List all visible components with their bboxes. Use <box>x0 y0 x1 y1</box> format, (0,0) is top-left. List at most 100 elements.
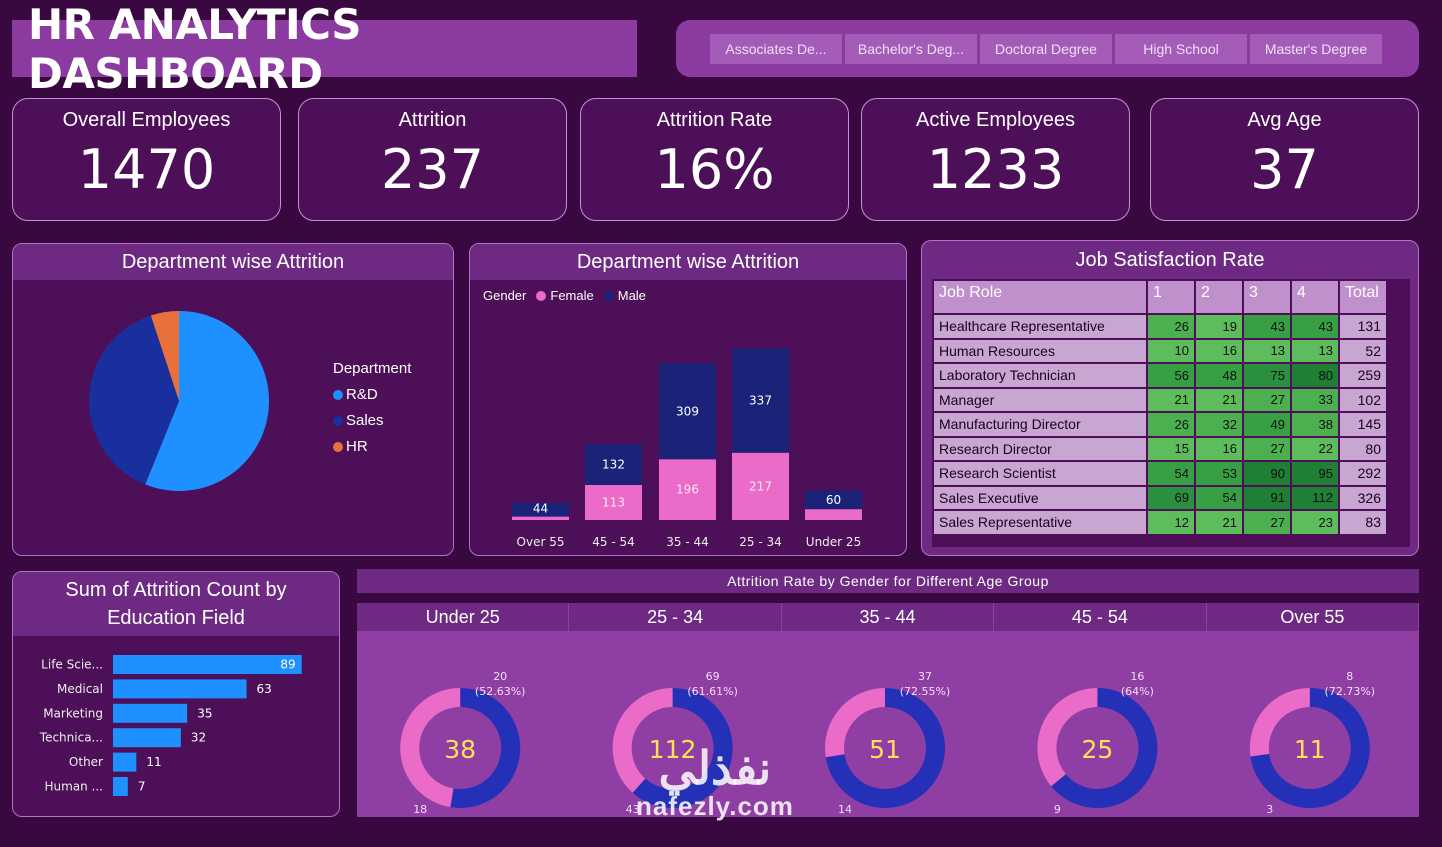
edu-bar[interactable] <box>113 728 181 748</box>
stacked-bar-chart: 44 Over 55 113 132 45 - 54 196 309 35 - 44 217 33… <box>512 348 862 549</box>
rating-cell: 33 <box>1292 388 1338 411</box>
donut-male-value: 16 <box>1130 670 1144 683</box>
pie-slice-sales[interactable] <box>89 315 179 485</box>
table-row[interactable]: Research Director 15 16 27 22 80 <box>934 437 1386 460</box>
slicer-option-bachelors[interactable]: Bachelor's Deg... <box>845 34 977 64</box>
donut-total: 112 <box>649 735 697 764</box>
rating-cell: 16 <box>1196 437 1242 460</box>
col-header-4[interactable]: 4 <box>1292 281 1338 313</box>
legend-dot <box>333 441 343 452</box>
legend-item-rnd[interactable]: R&D <box>333 386 411 403</box>
donut-total: 25 <box>1081 735 1113 764</box>
donut-slice-female[interactable] <box>825 688 885 758</box>
col-header-job-role[interactable]: Job Role <box>934 281 1146 313</box>
kpi-label: Attrition Rate <box>656 109 773 131</box>
kpi-value: 37 <box>1250 138 1319 201</box>
bar-value-label: 132 <box>602 458 625 472</box>
table-row[interactable]: Research Scientist 54 53 90 95 292 <box>934 462 1386 485</box>
rating-cell: 19 <box>1196 315 1242 338</box>
job-role-cell: Sales Representative <box>934 511 1146 534</box>
total-cell: 292 <box>1340 462 1386 485</box>
rating-cell: 38 <box>1292 413 1338 436</box>
bar-value-label: 7 <box>138 780 146 794</box>
bar-female[interactable] <box>732 452 789 520</box>
bar-female[interactable] <box>585 484 642 520</box>
legend-label-female[interactable]: Female <box>550 288 594 303</box>
pie-slice-hr[interactable] <box>150 311 179 401</box>
age-group-header: Under 25 <box>357 603 570 631</box>
legend-item-sales[interactable]: Sales <box>333 412 411 429</box>
edu-bar[interactable] <box>113 679 247 699</box>
pie-slice-rd[interactable] <box>145 311 269 491</box>
x-tick-label: 45 - 54 <box>592 535 635 549</box>
bar-female[interactable] <box>659 459 716 520</box>
col-header-total[interactable]: Total <box>1340 281 1386 313</box>
donut-slice-male[interactable] <box>450 688 521 808</box>
bar-value-label: 113 <box>602 495 625 509</box>
donut-male-pct: (72.55%) <box>900 685 951 698</box>
kpi-value: 237 <box>380 138 485 201</box>
table-row[interactable]: Sales Representative 12 21 27 23 83 <box>934 511 1386 534</box>
donut-slice-male[interactable] <box>632 688 733 808</box>
table-row[interactable]: Manufacturing Director 26 32 49 38 145 <box>934 413 1386 436</box>
age-gender-attrition-panel: Department wise Attrition Gender Female … <box>469 243 907 556</box>
donut-slice-male[interactable] <box>825 688 946 808</box>
donut-slice-male[interactable] <box>1250 688 1370 808</box>
bar-value-label: 60 <box>826 493 841 507</box>
col-header-3[interactable]: 3 <box>1244 281 1290 313</box>
donut-slice-female[interactable] <box>1037 688 1098 787</box>
donut-slice-female[interactable] <box>612 688 673 793</box>
col-header-2[interactable]: 2 <box>1196 281 1242 313</box>
watermark: نفذلي nafezly.com <box>636 745 794 822</box>
slicer-option-doctoral[interactable]: Doctoral Degree <box>980 34 1112 64</box>
legend-item-hr[interactable]: HR <box>333 438 411 455</box>
bar-male[interactable] <box>659 363 716 460</box>
donut-slice-female[interactable] <box>1249 688 1310 757</box>
edu-bar[interactable] <box>113 752 137 772</box>
rating-cell: 75 <box>1244 364 1290 387</box>
table-row[interactable]: Human Resources 10 16 13 13 52 <box>934 339 1386 362</box>
legend-label: HR <box>346 438 368 455</box>
table-row[interactable]: Healthcare Representative 26 19 43 43 131 <box>934 315 1386 338</box>
bar-male[interactable] <box>805 490 862 510</box>
legend-dot-female <box>536 290 547 301</box>
slicer-option-masters[interactable]: Master's Degree <box>1250 34 1382 64</box>
table-row[interactable]: Manager 21 21 27 33 102 <box>934 388 1386 411</box>
edu-bar[interactable] <box>113 655 302 674</box>
bar-value-label: 32 <box>191 731 206 745</box>
department-pie-chart <box>89 311 269 491</box>
pie-legend-title: Department <box>333 360 412 377</box>
slicer-option-high-school[interactable]: High School <box>1115 34 1247 64</box>
gender-legend: Gender Female Male <box>483 288 646 303</box>
kpi-value: 16% <box>654 138 775 201</box>
y-tick-label: Life Scie... <box>41 658 103 672</box>
job-satisfaction-table-wrap: Job Role 1 2 3 4 Total Healthcare Repres… <box>932 279 1410 547</box>
bar-female[interactable] <box>512 516 569 520</box>
rating-cell: 22 <box>1292 437 1338 460</box>
watermark-site: nafezly.com <box>636 791 794 821</box>
job-role-cell: Laboratory Technician <box>934 364 1146 387</box>
edu-bar[interactable] <box>113 703 188 723</box>
age-group-header: 35 - 44 <box>782 603 995 631</box>
rating-cell: 95 <box>1292 462 1338 485</box>
rating-cell: 13 <box>1244 339 1290 362</box>
bar-value-label: 309 <box>676 404 699 418</box>
bar-male[interactable] <box>732 348 789 453</box>
donut-slice-female[interactable] <box>400 688 461 808</box>
donut-slice-male[interactable] <box>1051 688 1158 808</box>
legend-label: Sales <box>346 412 384 429</box>
donut-total: 51 <box>869 735 901 764</box>
legend-label-male[interactable]: Male <box>617 288 646 303</box>
col-header-1[interactable]: 1 <box>1148 281 1194 313</box>
bar-male[interactable] <box>585 444 642 485</box>
bar-female[interactable] <box>805 509 862 520</box>
x-tick-label: 35 - 44 <box>666 535 709 549</box>
table-row[interactable]: Sales Executive 69 54 91 112 326 <box>934 486 1386 509</box>
table-row[interactable]: Laboratory Technician 56 48 75 80 259 <box>934 364 1386 387</box>
bar-male[interactable] <box>512 502 569 517</box>
donut-female-value: 14 <box>838 803 852 816</box>
x-tick-label: Over 55 <box>517 535 565 549</box>
edu-bar[interactable] <box>113 777 128 796</box>
slicer-option-associates[interactable]: Associates De... <box>710 34 842 64</box>
donut-male-pct: (61.61%) <box>687 685 738 698</box>
